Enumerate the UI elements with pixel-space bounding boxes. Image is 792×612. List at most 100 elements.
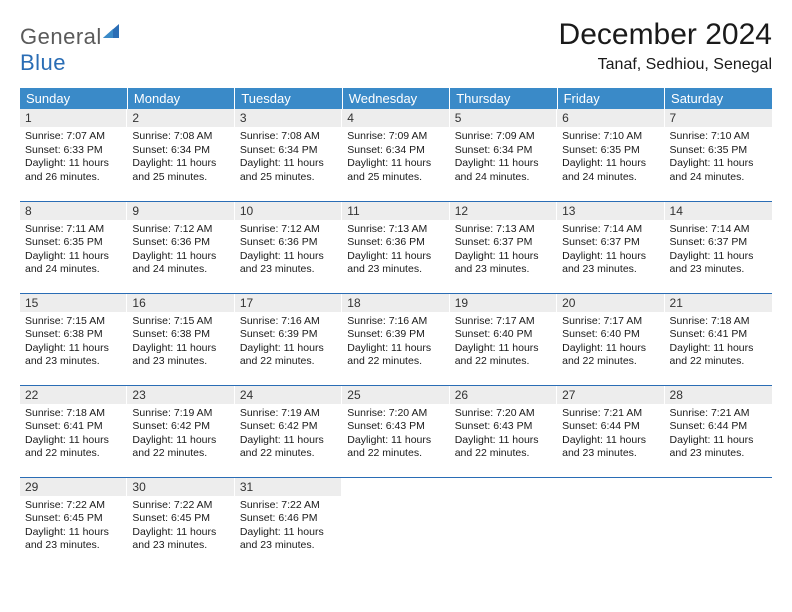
day-number: 13 (557, 202, 664, 220)
sunset-text: Sunset: 6:35 PM (25, 236, 122, 250)
sunrise-text: Sunrise: 7:13 AM (347, 223, 444, 237)
calendar-cell (450, 477, 557, 569)
daylight-text: and 24 minutes. (670, 171, 767, 185)
calendar-cell: 12Sunrise: 7:13 AMSunset: 6:37 PMDayligh… (450, 201, 557, 293)
daylight-text: Daylight: 11 hours (25, 157, 122, 171)
sunset-text: Sunset: 6:36 PM (347, 236, 444, 250)
day-number: 2 (127, 109, 234, 127)
sunset-text: Sunset: 6:39 PM (240, 328, 337, 342)
calendar-row: 22Sunrise: 7:18 AMSunset: 6:41 PMDayligh… (20, 385, 772, 477)
daylight-text: Daylight: 11 hours (562, 157, 659, 171)
daylight-text: Daylight: 11 hours (132, 526, 229, 540)
daylight-text: Daylight: 11 hours (455, 250, 552, 264)
daylight-text: Daylight: 11 hours (240, 157, 337, 171)
daylight-text: Daylight: 11 hours (25, 526, 122, 540)
calendar-cell: 8Sunrise: 7:11 AMSunset: 6:35 PMDaylight… (20, 201, 127, 293)
sunset-text: Sunset: 6:34 PM (455, 144, 552, 158)
calendar-cell: 31Sunrise: 7:22 AMSunset: 6:46 PMDayligh… (235, 477, 342, 569)
calendar-cell (557, 477, 664, 569)
page-header: General Blue December 2024 Tanaf, Sedhio… (20, 18, 772, 76)
daylight-text: and 24 minutes. (25, 263, 122, 277)
day-body: Sunrise: 7:14 AMSunset: 6:37 PMDaylight:… (557, 220, 664, 280)
sunrise-text: Sunrise: 7:19 AM (132, 407, 229, 421)
sunrise-text: Sunrise: 7:17 AM (562, 315, 659, 329)
daylight-text: and 23 minutes. (240, 263, 337, 277)
sunset-text: Sunset: 6:37 PM (670, 236, 767, 250)
sunset-text: Sunset: 6:36 PM (132, 236, 229, 250)
day-body: Sunrise: 7:22 AMSunset: 6:45 PMDaylight:… (127, 496, 234, 556)
day-number: 11 (342, 202, 449, 220)
sunset-text: Sunset: 6:36 PM (240, 236, 337, 250)
calendar-row: 8Sunrise: 7:11 AMSunset: 6:35 PMDaylight… (20, 201, 772, 293)
daylight-text: Daylight: 11 hours (240, 342, 337, 356)
day-body: Sunrise: 7:13 AMSunset: 6:37 PMDaylight:… (450, 220, 557, 280)
day-number: 22 (20, 386, 127, 404)
daylight-text: Daylight: 11 hours (132, 157, 229, 171)
daylight-text: and 22 minutes. (455, 355, 552, 369)
daylight-text: Daylight: 11 hours (347, 157, 444, 171)
day-number: 5 (450, 109, 557, 127)
calendar-cell: 30Sunrise: 7:22 AMSunset: 6:45 PMDayligh… (127, 477, 234, 569)
calendar-row: 1Sunrise: 7:07 AMSunset: 6:33 PMDaylight… (20, 109, 772, 201)
title-block: December 2024 Tanaf, Sedhiou, Senegal (559, 18, 772, 74)
sunset-text: Sunset: 6:37 PM (455, 236, 552, 250)
calendar-cell: 10Sunrise: 7:12 AMSunset: 6:36 PMDayligh… (235, 201, 342, 293)
daylight-text: Daylight: 11 hours (132, 342, 229, 356)
daylight-text: and 23 minutes. (132, 539, 229, 553)
daylight-text: Daylight: 11 hours (240, 250, 337, 264)
day-number: 31 (235, 478, 342, 496)
sunset-text: Sunset: 6:39 PM (347, 328, 444, 342)
daylight-text: Daylight: 11 hours (347, 434, 444, 448)
calendar-row: 29Sunrise: 7:22 AMSunset: 6:45 PMDayligh… (20, 477, 772, 569)
daylight-text: and 22 minutes. (562, 355, 659, 369)
logo-general: General (20, 24, 102, 49)
day-body: Sunrise: 7:09 AMSunset: 6:34 PMDaylight:… (342, 127, 449, 187)
day-body: Sunrise: 7:19 AMSunset: 6:42 PMDaylight:… (127, 404, 234, 464)
day-body: Sunrise: 7:22 AMSunset: 6:46 PMDaylight:… (235, 496, 342, 556)
month-title: December 2024 (559, 18, 772, 52)
calendar-row: 15Sunrise: 7:15 AMSunset: 6:38 PMDayligh… (20, 293, 772, 385)
daylight-text: Daylight: 11 hours (240, 434, 337, 448)
day-body: Sunrise: 7:10 AMSunset: 6:35 PMDaylight:… (557, 127, 664, 187)
daylight-text: and 22 minutes. (25, 447, 122, 461)
sunrise-text: Sunrise: 7:10 AM (562, 130, 659, 144)
calendar-cell: 26Sunrise: 7:20 AMSunset: 6:43 PMDayligh… (450, 385, 557, 477)
daylight-text: and 23 minutes. (25, 539, 122, 553)
calendar-cell: 25Sunrise: 7:20 AMSunset: 6:43 PMDayligh… (342, 385, 449, 477)
calendar-cell: 11Sunrise: 7:13 AMSunset: 6:36 PMDayligh… (342, 201, 449, 293)
daylight-text: Daylight: 11 hours (670, 434, 767, 448)
sunrise-text: Sunrise: 7:10 AM (670, 130, 767, 144)
calendar-cell: 5Sunrise: 7:09 AMSunset: 6:34 PMDaylight… (450, 109, 557, 201)
sunrise-text: Sunrise: 7:14 AM (562, 223, 659, 237)
day-number: 6 (557, 109, 664, 127)
sunset-text: Sunset: 6:34 PM (240, 144, 337, 158)
daylight-text: and 23 minutes. (240, 539, 337, 553)
sunset-text: Sunset: 6:43 PM (455, 420, 552, 434)
sunset-text: Sunset: 6:34 PM (132, 144, 229, 158)
daylight-text: and 22 minutes. (670, 355, 767, 369)
day-body: Sunrise: 7:12 AMSunset: 6:36 PMDaylight:… (127, 220, 234, 280)
day-body: Sunrise: 7:21 AMSunset: 6:44 PMDaylight:… (557, 404, 664, 464)
calendar-cell: 24Sunrise: 7:19 AMSunset: 6:42 PMDayligh… (235, 385, 342, 477)
daylight-text: and 24 minutes. (455, 171, 552, 185)
calendar-cell: 14Sunrise: 7:14 AMSunset: 6:37 PMDayligh… (665, 201, 772, 293)
sunrise-text: Sunrise: 7:21 AM (670, 407, 767, 421)
calendar-cell: 19Sunrise: 7:17 AMSunset: 6:40 PMDayligh… (450, 293, 557, 385)
day-body: Sunrise: 7:19 AMSunset: 6:42 PMDaylight:… (235, 404, 342, 464)
daylight-text: Daylight: 11 hours (670, 250, 767, 264)
day-body: Sunrise: 7:16 AMSunset: 6:39 PMDaylight:… (342, 312, 449, 372)
sunset-text: Sunset: 6:40 PM (455, 328, 552, 342)
day-number: 15 (20, 294, 127, 312)
day-number: 28 (665, 386, 772, 404)
day-number: 20 (557, 294, 664, 312)
calendar-cell (665, 477, 772, 569)
calendar-cell (342, 477, 449, 569)
day-body: Sunrise: 7:22 AMSunset: 6:45 PMDaylight:… (20, 496, 127, 556)
day-number: 7 (665, 109, 772, 127)
day-body: Sunrise: 7:12 AMSunset: 6:36 PMDaylight:… (235, 220, 342, 280)
sunrise-text: Sunrise: 7:09 AM (347, 130, 444, 144)
daylight-text: and 22 minutes. (240, 447, 337, 461)
sunrise-text: Sunrise: 7:20 AM (455, 407, 552, 421)
day-body: Sunrise: 7:11 AMSunset: 6:35 PMDaylight:… (20, 220, 127, 280)
daylight-text: and 23 minutes. (670, 263, 767, 277)
